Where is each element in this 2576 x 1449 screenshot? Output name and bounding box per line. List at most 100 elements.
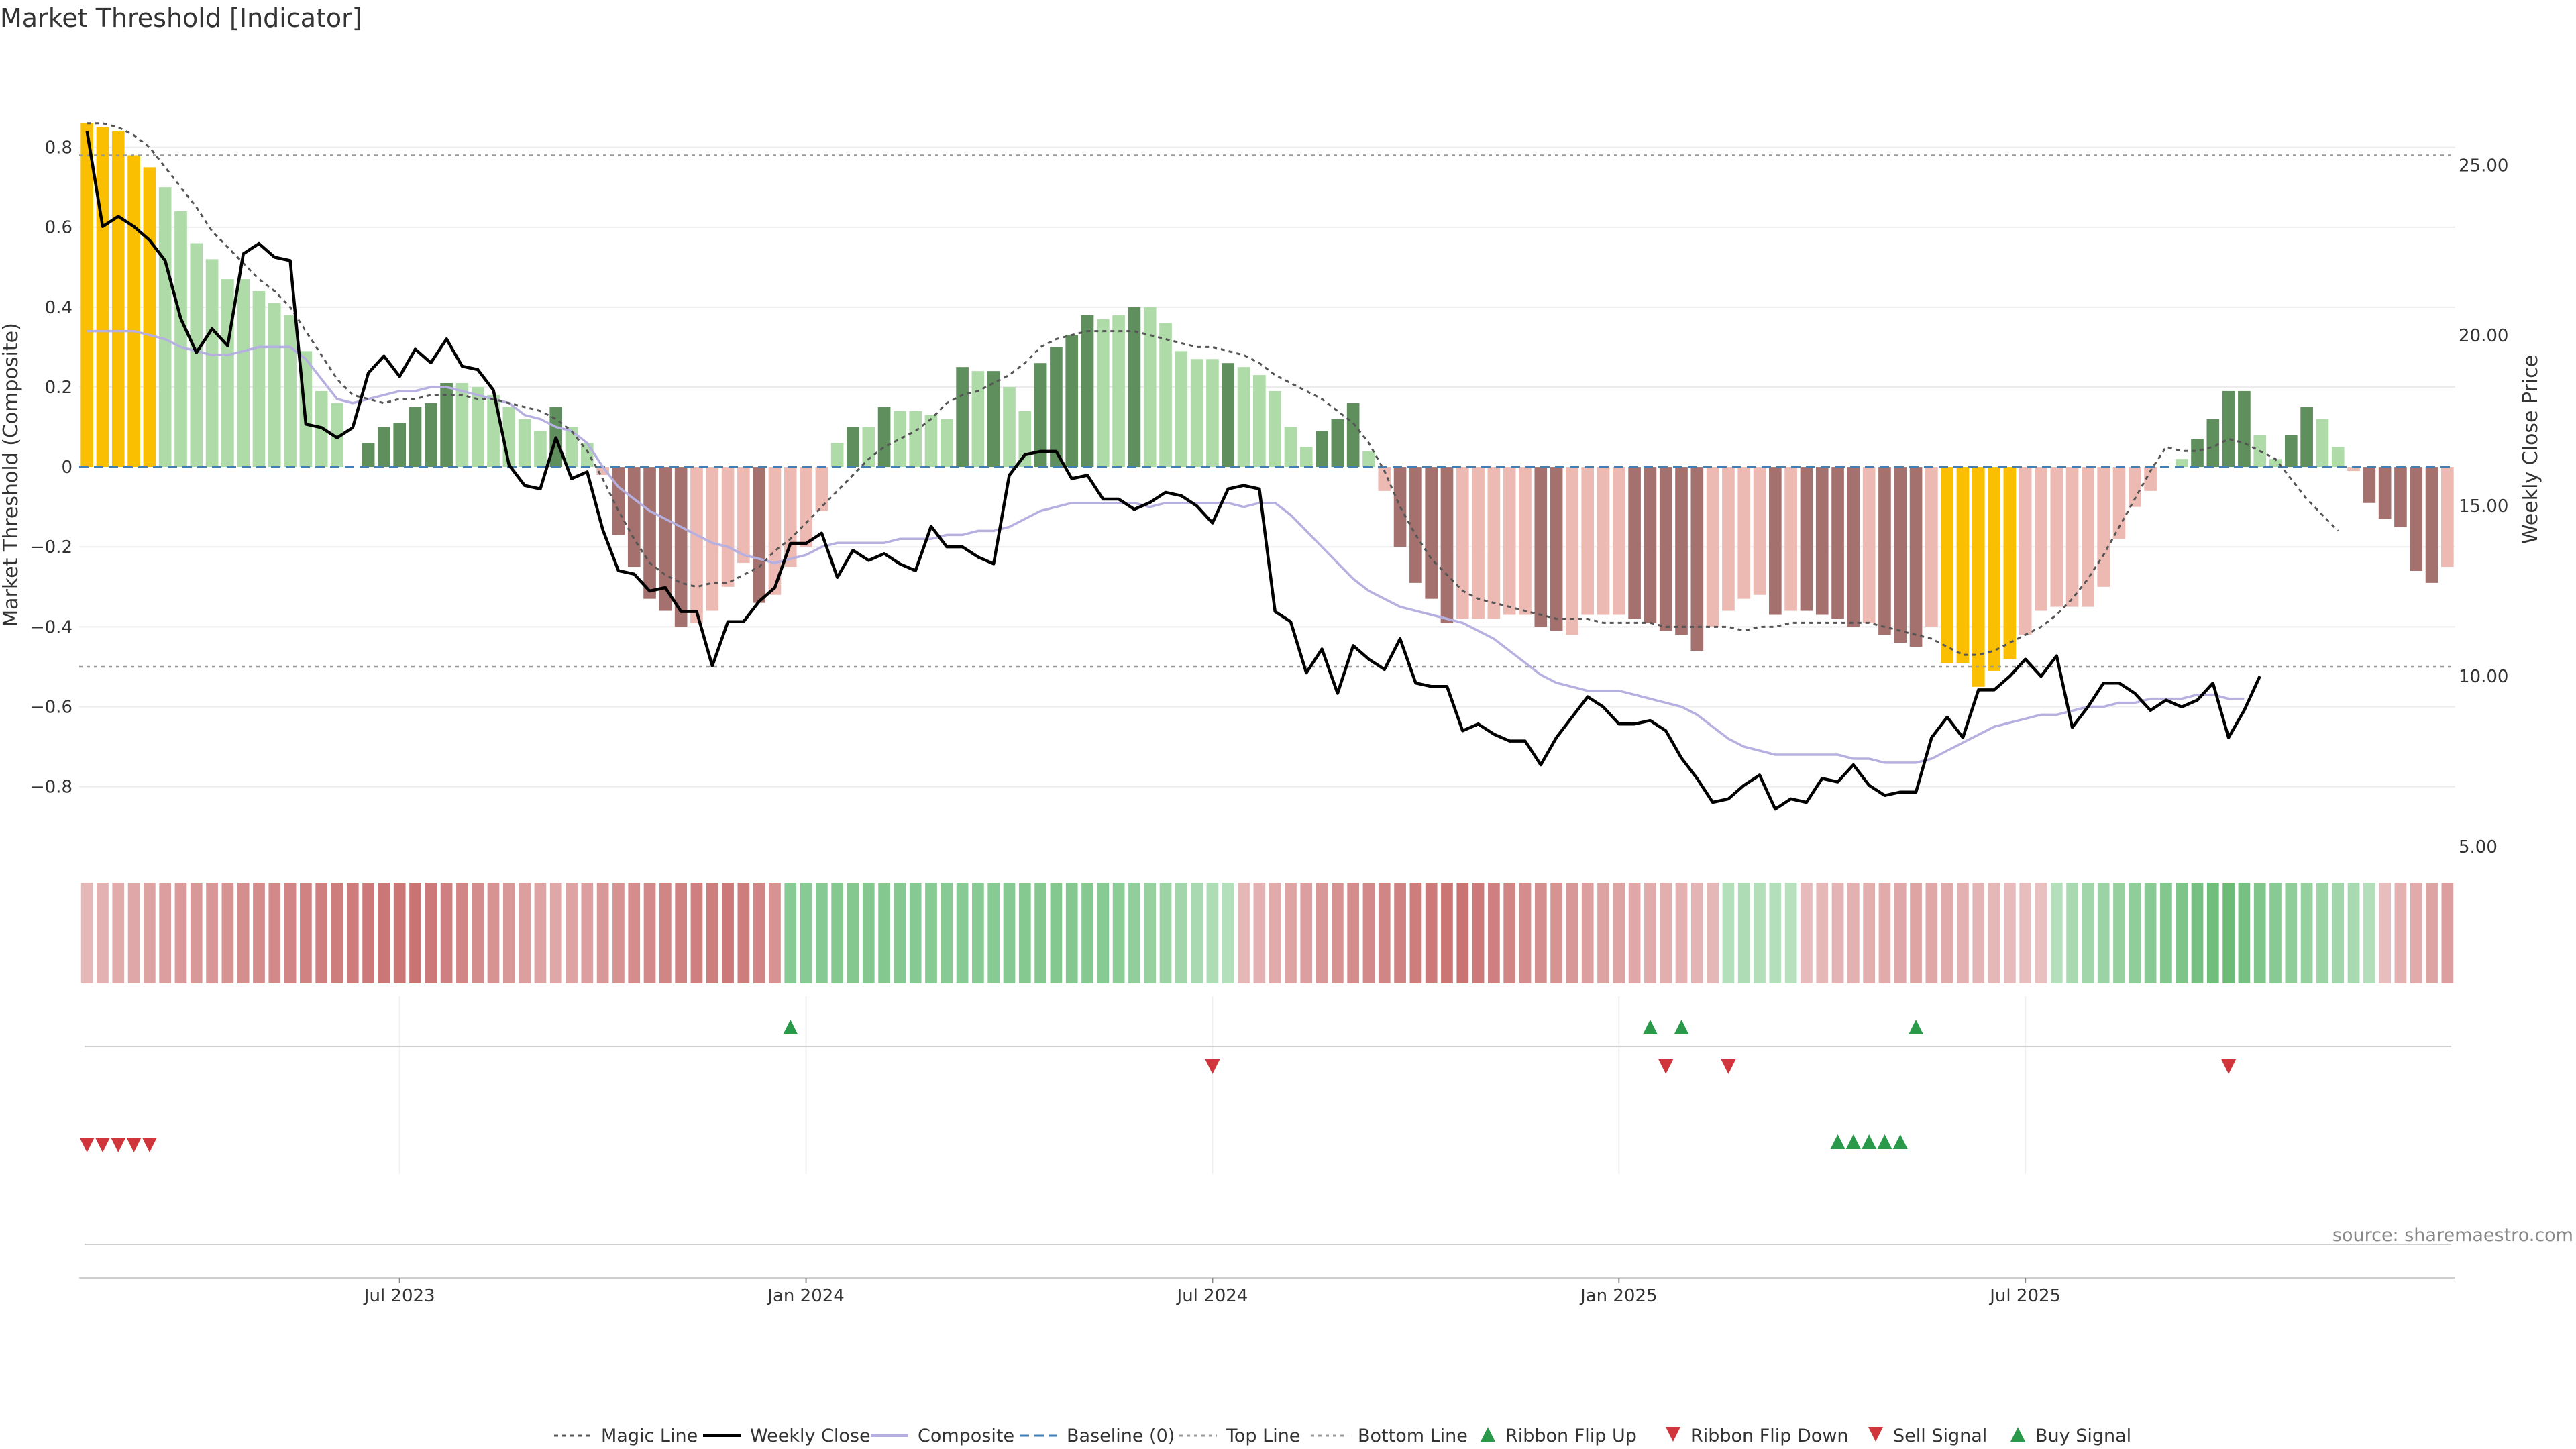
- composite-bar: [2425, 467, 2438, 583]
- ribbon-cell: [1065, 883, 1078, 983]
- ribbon-cell: [534, 883, 547, 983]
- composite-bar: [1534, 467, 1548, 627]
- composite-bar: [2050, 467, 2063, 607]
- ribbon-cell: [97, 883, 109, 983]
- legend-swatch: [1868, 1427, 1883, 1442]
- composite-bar: [1737, 467, 1751, 599]
- composite-bar: [1722, 467, 1735, 611]
- composite-bar: [2300, 407, 2313, 468]
- composite-bar: [378, 427, 390, 468]
- ribbon-cell: [1894, 883, 1907, 983]
- legend: Magic Line Weekly Close Composite Baseline …: [554, 1426, 2131, 1446]
- composite-bar: [158, 187, 172, 468]
- ribbon-cell: [2410, 883, 2422, 983]
- ribbon-cell: [894, 883, 906, 983]
- ribbon-cell: [1362, 883, 1375, 983]
- ribbon-cell: [174, 883, 187, 983]
- composite-bar: [862, 427, 875, 468]
- right-tick-label: 25.00: [2459, 156, 2508, 176]
- buy-signal-marker: [1892, 1134, 1908, 1149]
- composite-bar: [565, 427, 578, 468]
- right-tick-label: 20.00: [2459, 326, 2508, 346]
- sell-signal-marker: [79, 1138, 95, 1152]
- composite-bar: [190, 243, 203, 468]
- composite-bar: [2410, 467, 2423, 571]
- composite-bar: [2269, 459, 2282, 468]
- ribbon-cell: [1784, 883, 1797, 983]
- ribbon-cell: [1816, 883, 1829, 983]
- ribbon-cell: [409, 883, 421, 983]
- ribbon-cell: [1441, 883, 1453, 983]
- left-tick-label: 0.2: [45, 378, 72, 398]
- ribbon-cell: [737, 883, 750, 983]
- ribbon-cell: [1690, 883, 1703, 983]
- ribbon-cell: [581, 883, 594, 983]
- ribbon-cell: [1097, 883, 1110, 983]
- ribbon-cell: [1941, 883, 1953, 983]
- ribbon-cell: [2253, 883, 2266, 983]
- composite-bar: [1503, 467, 1516, 615]
- left-tick-label: −0.2: [30, 537, 72, 557]
- ribbon-cell: [362, 883, 374, 983]
- composite-bar: [1003, 386, 1016, 468]
- composite-bar: [737, 467, 750, 564]
- composite-bar: [205, 259, 219, 468]
- ribbon-cell: [1347, 883, 1360, 983]
- ribbon-cell: [2300, 883, 2313, 983]
- ribbon-cell: [2019, 883, 2032, 983]
- weekly-close-line: [85, 131, 2261, 811]
- buy-signal-marker: [1845, 1134, 1861, 1149]
- composite-bar: [1316, 431, 1328, 468]
- ribbon-cell: [378, 883, 390, 983]
- composite-bar: [1753, 467, 1766, 595]
- ribbon-cell: [2191, 883, 2204, 983]
- ribbon-cell: [784, 883, 797, 983]
- composite-bar: [1831, 467, 1844, 619]
- right-axis-ticks: 25.00 20.00 15.00 10.00 5.00: [2459, 156, 2508, 857]
- sell-signal-marker: [95, 1138, 110, 1152]
- composite-bar: [1456, 467, 1469, 619]
- ribbon-cell: [1128, 883, 1140, 983]
- composite-bar: [1284, 427, 1297, 468]
- composite-bar: [800, 467, 812, 547]
- composite-bar: [2019, 467, 2032, 635]
- ribbon-cell: [1175, 883, 1187, 983]
- ribbon-flip-up-marker: [783, 1020, 798, 1034]
- legend-label: Ribbon Flip Up: [1505, 1426, 1637, 1446]
- composite-bar: [830, 443, 844, 468]
- composite-bar: [2394, 467, 2407, 527]
- composite-bar: [1346, 402, 1360, 468]
- ribbon-cell: [1456, 883, 1469, 983]
- left-tick-label: −0.6: [30, 698, 72, 718]
- left-axis-label: Market Threshold (Composite): [0, 323, 23, 627]
- ribbon-cell: [1003, 883, 1016, 983]
- ribbon-cell: [1863, 883, 1876, 983]
- ribbon-cell: [549, 883, 562, 983]
- ribbon-cell: [1206, 883, 1219, 983]
- legend-label: Bottom Line: [1358, 1426, 1468, 1446]
- composite-bar: [455, 383, 469, 468]
- ribbon-cell: [2426, 883, 2438, 983]
- ribbon-cell: [722, 883, 734, 983]
- ribbon-cell: [831, 883, 844, 983]
- ribbon-cell: [1253, 883, 1266, 983]
- ribbon-cell: [987, 883, 1000, 983]
- composite-bar: [2238, 390, 2251, 468]
- ribbon-cell: [2238, 883, 2251, 983]
- ribbon-strip: [80, 883, 2454, 983]
- ribbon-cell: [675, 883, 688, 983]
- composite-bar: [1081, 315, 1094, 468]
- ribbon-cell: [878, 883, 890, 983]
- composite-bar: [1566, 467, 1578, 635]
- composite-bar: [1299, 447, 1313, 468]
- composite-bar: [1659, 467, 1672, 631]
- ribbon-cell: [1238, 883, 1250, 983]
- composite-bar: [96, 127, 109, 468]
- ribbon-cell: [502, 883, 515, 983]
- composite-bar: [1253, 375, 1266, 468]
- left-tick-label: 0.4: [45, 298, 72, 318]
- ribbon-cell: [1316, 883, 1328, 983]
- ribbon-cell: [1722, 883, 1735, 983]
- composite-bar: [1706, 467, 1719, 627]
- ribbon-cell: [956, 883, 969, 983]
